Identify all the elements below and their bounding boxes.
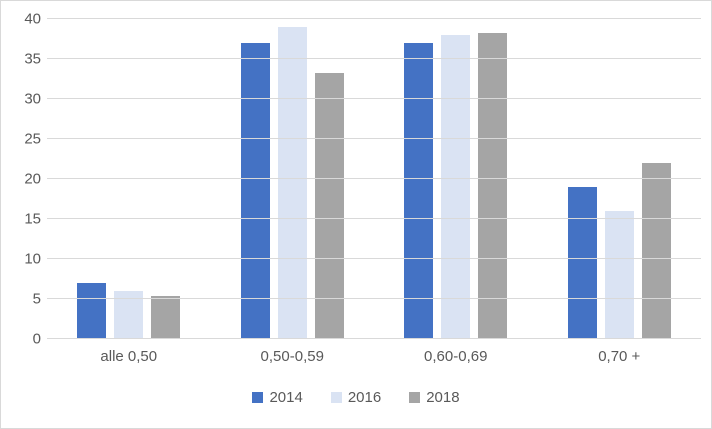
bar-2014-0,60-0,69 xyxy=(404,43,434,339)
y-axis-tick-label: 25 xyxy=(24,130,41,148)
legend-label: 2016 xyxy=(347,389,382,406)
bar-2018-0,60-0,69 xyxy=(478,32,508,339)
bar-2018-0,70 + xyxy=(641,163,671,339)
bar-2014-0,70 + xyxy=(567,187,597,339)
legend: 2014 2016 2018 xyxy=(1,389,711,406)
gridline xyxy=(47,18,701,19)
gridline xyxy=(47,98,701,99)
plot-area xyxy=(47,18,701,339)
bar-group xyxy=(47,19,211,339)
bar-2016-0,70 + xyxy=(604,211,634,339)
legend-label: 2014 xyxy=(269,389,303,406)
bar-groups-container xyxy=(47,19,701,339)
y-axis-tick-label: 20 xyxy=(24,170,41,188)
legend-label: 2018 xyxy=(426,389,460,406)
bar-2014-0,50-0,59 xyxy=(240,43,270,339)
bar-2016-alle 0,50 xyxy=(114,291,144,339)
y-axis-tick-label: 10 xyxy=(24,250,41,268)
gridline xyxy=(47,298,701,299)
y-axis: 0 5 10 15 20 25 30 35 40 xyxy=(1,12,41,347)
x-axis-category-label: 0,60-0,69 xyxy=(424,348,488,365)
gridline xyxy=(47,178,701,179)
bar-2014-alle 0,50 xyxy=(77,283,107,339)
y-axis-tick-label: 0 xyxy=(32,330,41,348)
legend-swatch-icon xyxy=(252,392,264,403)
legend-swatch-icon xyxy=(330,392,342,403)
bar-group xyxy=(538,19,702,339)
y-axis-tick-label: 40 xyxy=(24,10,41,28)
bar-2016-0,60-0,69 xyxy=(441,35,471,339)
legend-item-2014: 2014 xyxy=(252,389,303,406)
x-axis: alle 0,50 0,50-0,59 0,60-0,69 0,70 + xyxy=(47,348,701,365)
y-axis-tick-label: 15 xyxy=(24,210,41,228)
x-axis-category-label: 0,70 + xyxy=(598,348,641,365)
bar-group xyxy=(374,19,538,339)
gridline xyxy=(47,258,701,259)
gridline xyxy=(47,218,701,219)
gridline xyxy=(47,138,701,139)
bar-2018-0,50-0,59 xyxy=(314,72,344,339)
gridline xyxy=(47,338,701,339)
x-axis-category-label: 0,50-0,59 xyxy=(260,348,324,365)
legend-item-2018: 2018 xyxy=(409,389,460,406)
y-axis-tick-label: 5 xyxy=(32,290,41,308)
x-axis-category-label: alle 0,50 xyxy=(100,348,158,365)
bar-group xyxy=(211,19,375,339)
gridline xyxy=(47,58,701,59)
bar-2016-0,50-0,59 xyxy=(277,27,307,339)
legend-item-2016: 2016 xyxy=(330,389,382,406)
legend-swatch-icon xyxy=(409,392,421,403)
y-axis-tick-label: 30 xyxy=(24,90,41,108)
bar-2018-alle 0,50 xyxy=(151,295,181,339)
y-axis-tick-label: 35 xyxy=(24,50,41,68)
